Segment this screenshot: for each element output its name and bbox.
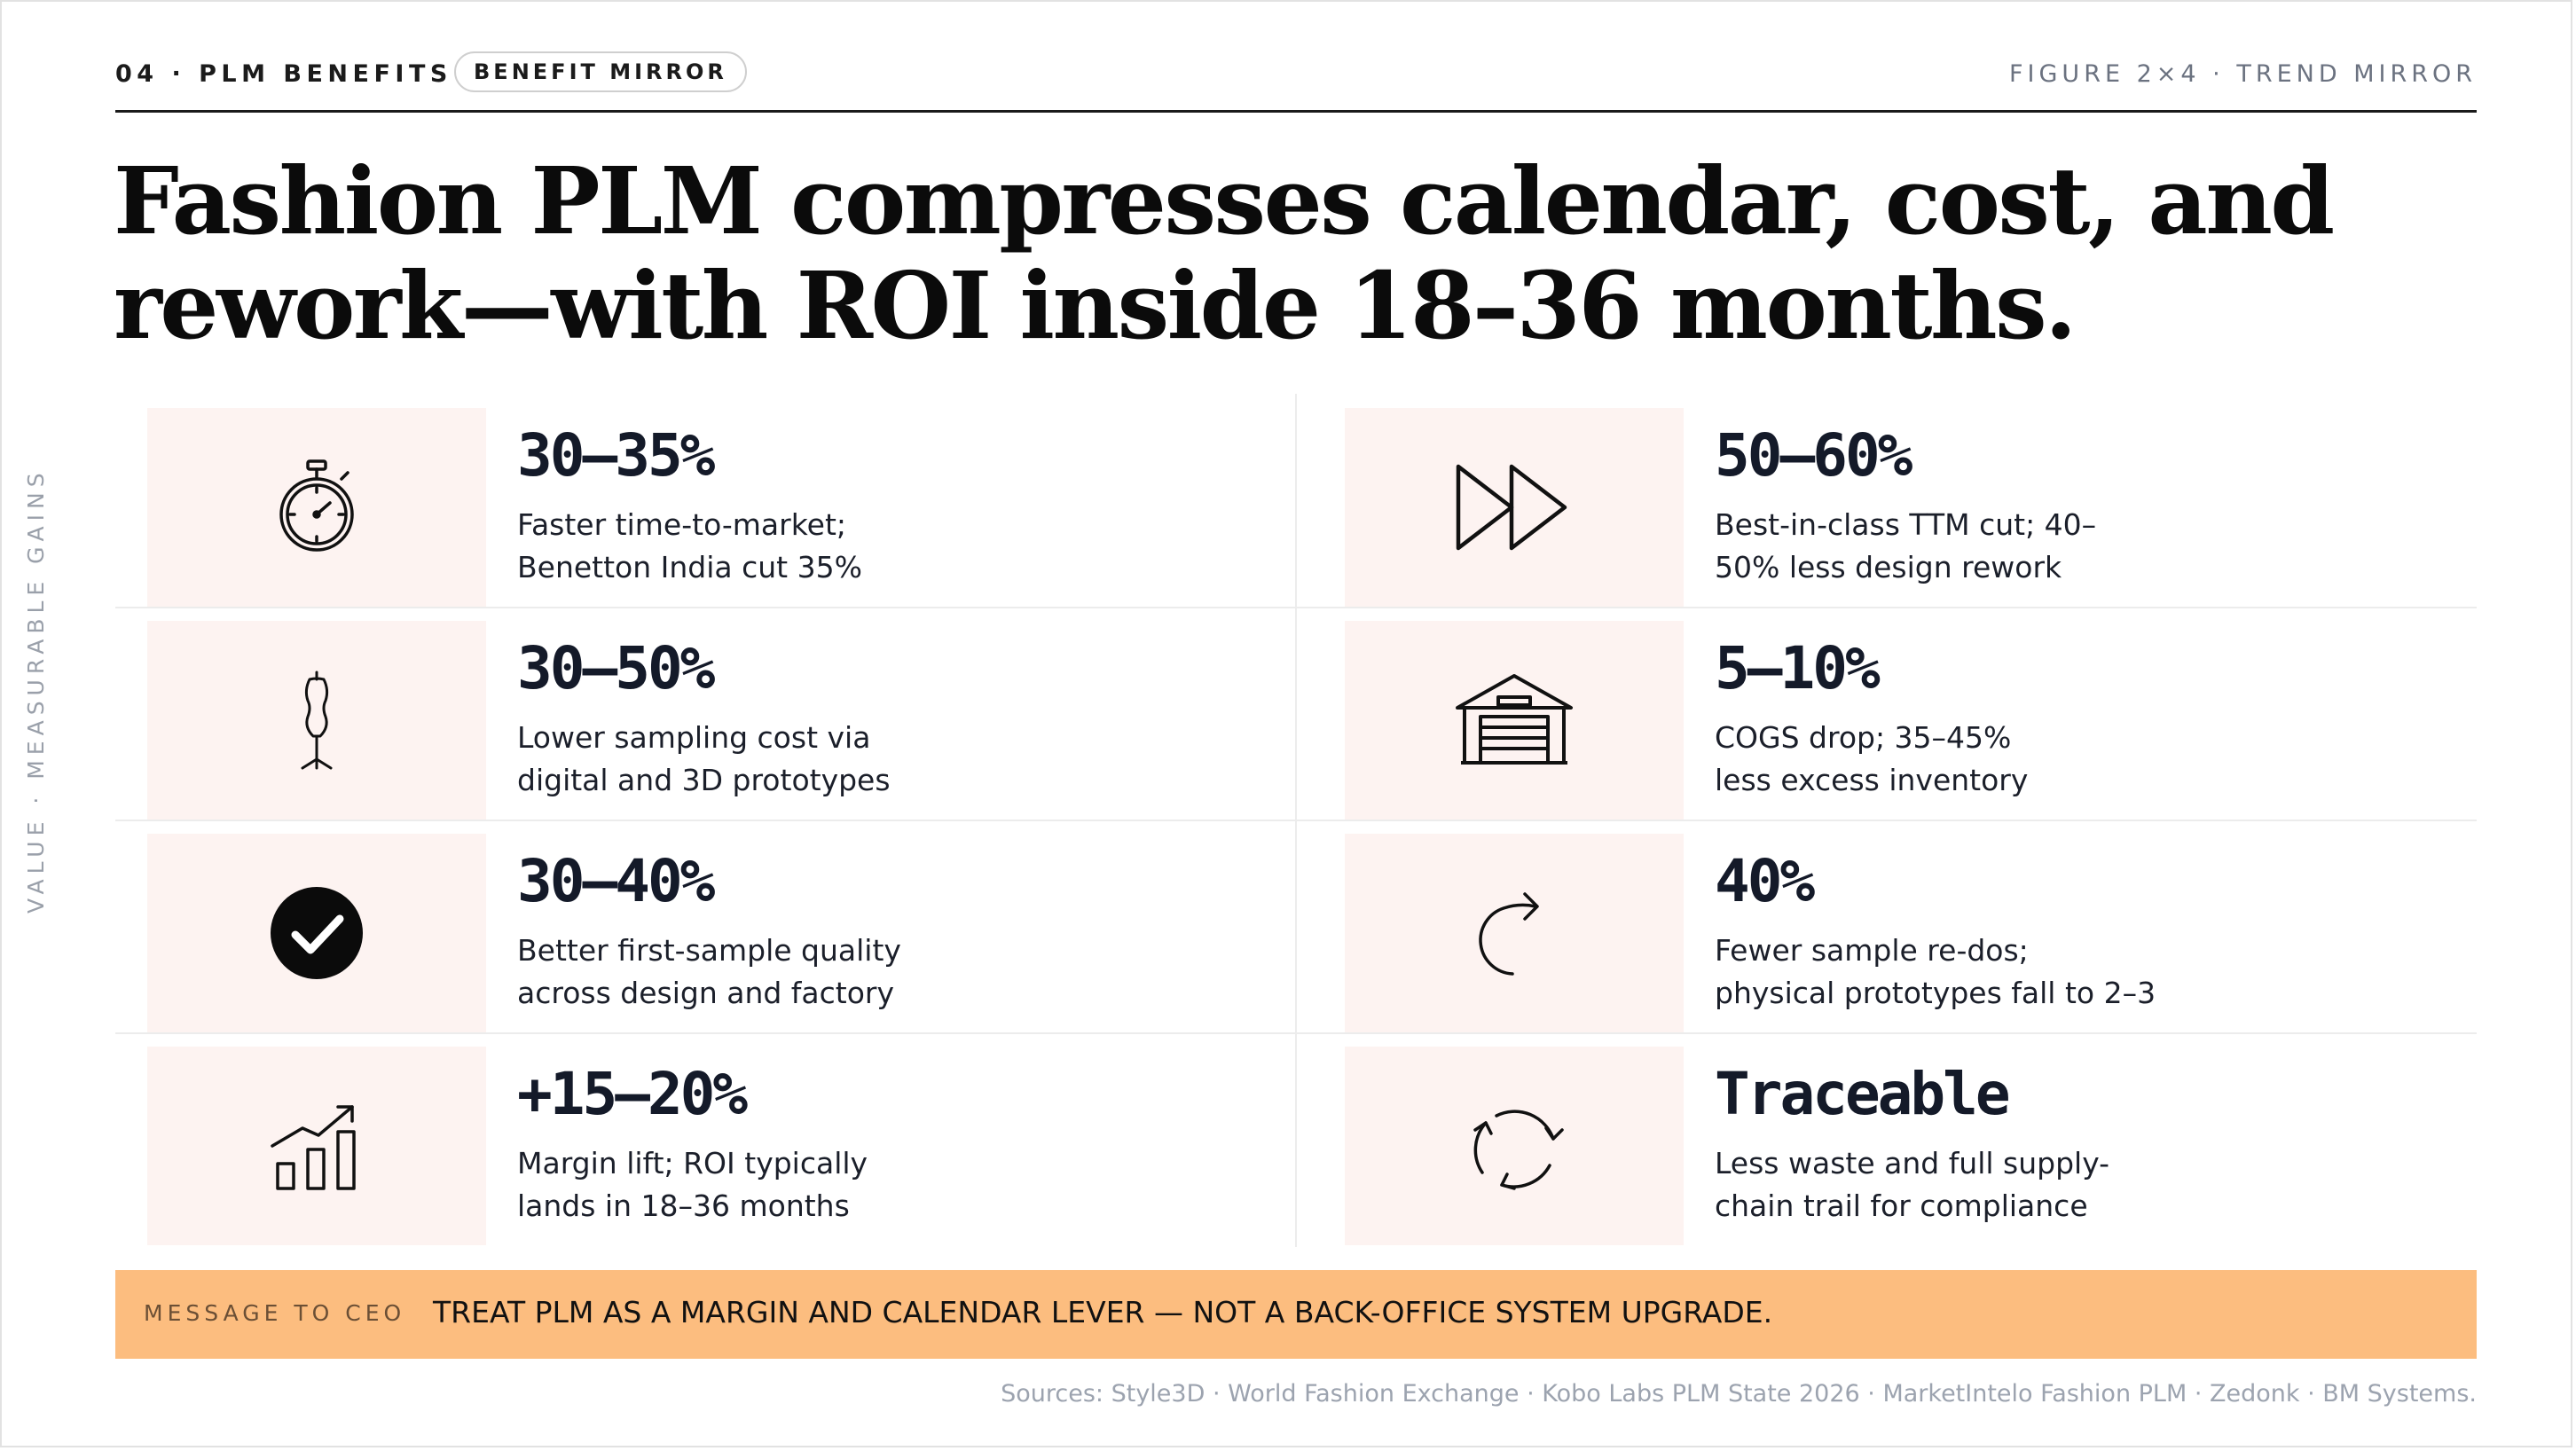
stat-description: Less waste and full supply- bbox=[1715, 1146, 2110, 1180]
stat-value: 30–40% bbox=[517, 847, 715, 915]
stat-description: Fewer sample re-dos; bbox=[1715, 933, 2029, 968]
stat-description: Better first-sample quality bbox=[517, 933, 901, 968]
growth-chart-icon bbox=[147, 1047, 486, 1245]
stat-description: COGS drop; 35–45% bbox=[1715, 720, 2012, 755]
warehouse-icon bbox=[1345, 621, 1684, 820]
stat-description: 50% less design rework bbox=[1715, 550, 2062, 584]
benefit-card-time-to-market: 30–35% Faster time-to-market; Benetton I… bbox=[115, 394, 1296, 607]
stat-value: 30–35% bbox=[517, 421, 715, 490]
stat-value: 40% bbox=[1715, 847, 1815, 915]
benefit-card-traceable: Traceable Less waste and full supply- ch… bbox=[1313, 1032, 2494, 1245]
stat-value: +15–20% bbox=[517, 1060, 748, 1128]
stat-value: Traceable bbox=[1715, 1060, 2011, 1128]
stat-description: Best-in-class TTM cut; 40– bbox=[1715, 507, 2097, 542]
slide-header: 04 · PLM BENEFITS BENEFIT MIRROR FIGURE … bbox=[115, 51, 2477, 108]
page-title: Fashion PLM compresses calendar, cost, a… bbox=[114, 149, 2464, 358]
stat-description: Benetton India cut 35% bbox=[517, 550, 862, 584]
row-divider bbox=[115, 607, 2477, 608]
stat-description: chain trail for compliance bbox=[1715, 1188, 2088, 1223]
stat-value: 30–50% bbox=[517, 634, 715, 702]
ceo-message-label: MESSAGE TO CEO bbox=[144, 1300, 406, 1326]
ceo-message-banner: MESSAGE TO CEO TREAT PLM AS A MARGIN AND… bbox=[115, 1270, 2477, 1359]
benefit-card-cogs: 5–10% COGS drop; 35–45% less excess inve… bbox=[1313, 607, 2494, 820]
row-divider bbox=[115, 820, 2477, 821]
stat-description: digital and 3D prototypes bbox=[517, 763, 891, 797]
stat-description: Margin lift; ROI typically bbox=[517, 1146, 868, 1180]
figure-label: FIGURE 2×4 · TREND MIRROR bbox=[2009, 60, 2477, 88]
fast-forward-icon bbox=[1345, 408, 1684, 607]
benefits-grid: 30–35% Faster time-to-market; Benetton I… bbox=[115, 394, 2477, 1247]
redo-arrow-icon bbox=[1345, 834, 1684, 1032]
stat-description: less excess inventory bbox=[1715, 763, 2029, 797]
benefit-card-margin-lift: +15–20% Margin lift; ROI typically lands… bbox=[115, 1032, 1296, 1245]
title-line-1: Fashion PLM compresses calendar, cost, a… bbox=[114, 146, 2335, 255]
cycle-arrows-icon bbox=[1345, 1047, 1684, 1245]
header-rule bbox=[115, 110, 2477, 113]
stat-description: Faster time-to-market; bbox=[517, 507, 847, 542]
row-divider bbox=[115, 1032, 2477, 1034]
benefit-card-sample-redos: 40% Fewer sample re-dos; physical protot… bbox=[1313, 820, 2494, 1032]
title-line-2: rework—with ROI inside 18–36 months. bbox=[114, 251, 2077, 360]
ceo-message-text: TREAT PLM AS A MARGIN AND CALENDAR LEVER… bbox=[433, 1295, 1773, 1329]
check-circle-icon bbox=[147, 834, 486, 1032]
section-label: 04 · PLM BENEFITS bbox=[115, 60, 452, 88]
sources-footnote: Sources: Style3D · World Fashion Exchang… bbox=[1001, 1380, 2477, 1408]
stat-value: 50–60% bbox=[1715, 421, 1912, 490]
stat-value: 5–10% bbox=[1715, 634, 1881, 702]
side-label: VALUE · MEASURABLE GAINS bbox=[23, 467, 49, 914]
benefit-mirror-badge: BENEFIT MIRROR bbox=[454, 51, 747, 92]
dress-form-icon bbox=[147, 621, 486, 820]
benefit-card-best-in-class: 50–60% Best-in-class TTM cut; 40– 50% le… bbox=[1313, 394, 2494, 607]
stat-description: lands in 18–36 months bbox=[517, 1188, 850, 1223]
stat-description: Lower sampling cost via bbox=[517, 720, 871, 755]
stat-description: physical prototypes fall to 2–3 bbox=[1715, 976, 2156, 1010]
stat-description: across design and factory bbox=[517, 976, 895, 1010]
benefit-card-first-sample-quality: 30–40% Better first-sample quality acros… bbox=[115, 820, 1296, 1032]
benefit-card-sampling-cost: 30–50% Lower sampling cost via digital a… bbox=[115, 607, 1296, 820]
stopwatch-icon bbox=[147, 408, 486, 607]
